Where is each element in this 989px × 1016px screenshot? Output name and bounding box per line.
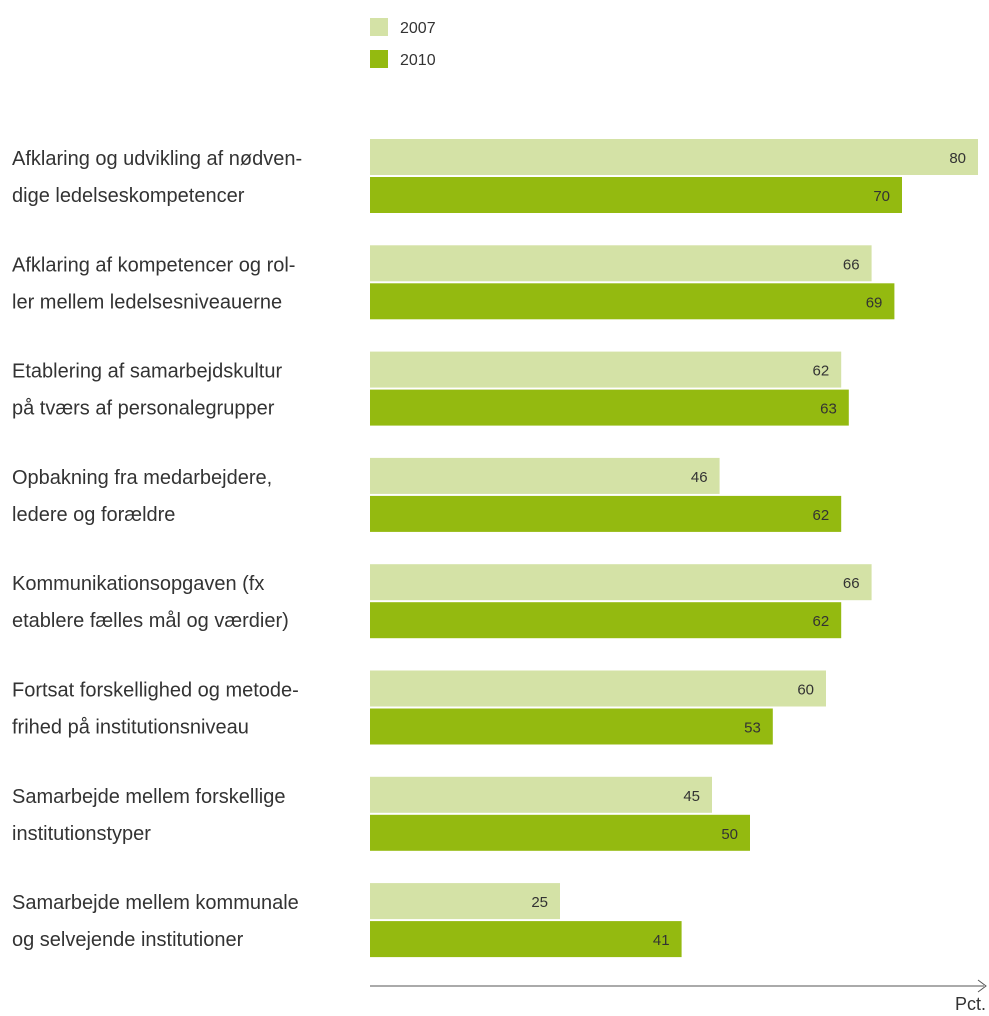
category-label: Etablering af samarbejdskultur	[12, 361, 282, 383]
value-label-2007: 60	[797, 682, 814, 699]
category-label: Fortsat forskellighed og metode-	[12, 680, 299, 702]
bar-2010	[370, 283, 895, 320]
value-label-2007: 25	[531, 894, 548, 911]
bar-group: Samarbejde mellem forskellige institution…	[12, 776, 750, 851]
bar-2010	[370, 814, 750, 851]
bar-2010	[370, 389, 849, 426]
value-label-2010: 41	[653, 932, 670, 949]
category-label: etablere fælles mål og værdier)	[12, 610, 289, 632]
value-label-2007: 80	[949, 150, 966, 167]
value-label-2010: 69	[866, 294, 883, 311]
value-label-2010: 70	[873, 188, 890, 205]
bars-group: Afklaring og udvikling af nødven-dige le…	[12, 139, 978, 958]
bar-2010	[370, 602, 842, 639]
bar-group: Afklaring og udvikling af nødven-dige le…	[12, 139, 978, 213]
value-label-2010: 62	[813, 613, 830, 630]
x-axis-arrow	[977, 979, 987, 993]
bar-2007	[370, 776, 712, 813]
value-label-2010: 62	[813, 507, 830, 524]
category-label: Samarbejde mellem forskellige	[12, 786, 285, 808]
category-label: og selvejende institutioner	[12, 929, 244, 951]
bar-2010	[370, 177, 902, 213]
value-label-2010: 53	[744, 720, 761, 737]
category-label: institutionstyper	[12, 823, 151, 845]
category-label: Samarbejde mellem kommunale	[12, 892, 299, 914]
category-label: Afklaring og udvikling af nødven-	[12, 148, 302, 170]
legend-swatch-2007	[370, 18, 388, 36]
bar-2007	[370, 883, 560, 920]
category-label: ledere og forældre	[12, 504, 175, 526]
bar-group: Afklaring af kompetencer og rol-ler mell…	[12, 245, 895, 320]
bar-2007	[370, 139, 978, 175]
category-label: Afklaring af kompetencer og rol-	[12, 254, 295, 276]
bar-2007	[370, 564, 872, 601]
category-label: på tværs af personalegrupper	[12, 398, 275, 420]
value-label-2007: 46	[691, 469, 708, 486]
bar-group: Etablering af samarbejdskultur på tværs a…	[12, 351, 849, 426]
x-axis-unit-label: Pct.	[955, 994, 986, 1014]
bar-2010	[370, 495, 842, 532]
value-label-2007: 66	[843, 256, 860, 273]
legend-label-2010: 2010	[400, 52, 436, 69]
category-label: ler mellem ledelsesniveauerne	[12, 291, 282, 313]
value-label-2007: 45	[683, 788, 700, 805]
bar-group: Samarbejde mellem kommunale og selvejende…	[12, 883, 682, 958]
bar-2010	[370, 708, 773, 745]
value-label-2007: 66	[843, 575, 860, 592]
bar-2007	[370, 670, 826, 707]
category-label: Kommunikationsopgaven (fx	[12, 573, 264, 595]
value-label-2010: 50	[721, 826, 738, 843]
bar-2010	[370, 921, 682, 958]
bar-group: Fortsat forskellighed og metode-frihed p…	[12, 670, 826, 745]
bar-group: Kommunikationsopgaven (fx etablere fælles…	[12, 564, 872, 639]
category-label: dige ledelseskompetencer	[12, 185, 245, 207]
legend-swatch-2010	[370, 50, 388, 68]
value-label-2007: 62	[813, 363, 830, 380]
value-label-2010: 63	[820, 401, 837, 418]
bar-2007	[370, 245, 872, 282]
bar-group: Opbakning fra medarbejdere, ledere og for…	[12, 457, 842, 532]
legend-label-2007: 2007	[400, 20, 436, 37]
legend: 2007 2010	[370, 18, 436, 69]
category-label: frihed på institutionsniveau	[12, 717, 249, 739]
bar-2007	[370, 457, 720, 494]
bar-2007	[370, 351, 842, 388]
category-label: Opbakning fra medarbejdere,	[12, 467, 272, 489]
x-axis: Pct.	[370, 979, 987, 1014]
